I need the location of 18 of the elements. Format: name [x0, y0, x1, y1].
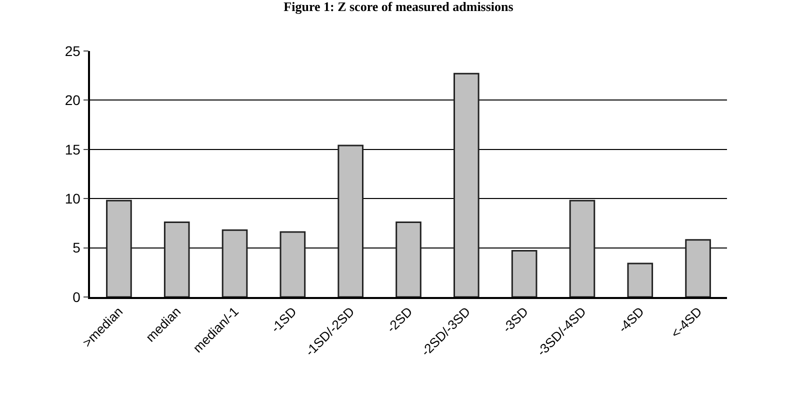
bar — [569, 200, 596, 297]
chart-title: Figure 1: Z score of measured admissions — [284, 0, 514, 14]
bar — [685, 239, 711, 297]
y-tick-label: 0 — [72, 288, 81, 305]
bar — [280, 231, 306, 297]
bar — [222, 229, 248, 297]
y-tick-label: 5 — [72, 240, 81, 256]
bar — [627, 262, 654, 297]
y-tick-label: 25 — [64, 42, 81, 59]
bar — [454, 72, 480, 297]
bar — [164, 221, 190, 297]
bar — [338, 144, 364, 297]
bar — [106, 200, 132, 297]
y-tick-label: 10 — [64, 190, 81, 206]
y-tick-label: 20 — [64, 92, 81, 108]
bar — [511, 250, 538, 297]
bar — [396, 221, 422, 297]
y-tick-label: 15 — [64, 141, 81, 158]
